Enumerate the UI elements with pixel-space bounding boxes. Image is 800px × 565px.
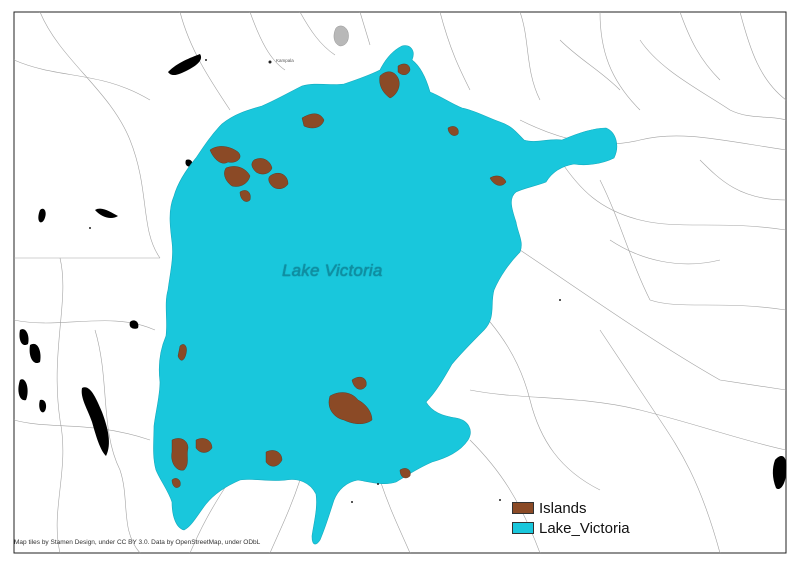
place-markers xyxy=(89,59,561,503)
map-legend: Islands Lake_Victoria xyxy=(512,498,630,538)
legend-item-islands: Islands xyxy=(512,498,630,518)
admin-boundaries xyxy=(13,11,787,554)
islands-swatch xyxy=(512,502,534,514)
legend-label-islands: Islands xyxy=(539,499,587,517)
islands xyxy=(171,63,507,488)
legend-item-lake: Lake_Victoria xyxy=(512,518,630,538)
kampala-urban-area xyxy=(333,25,349,47)
lake-swatch xyxy=(512,522,534,534)
legend-label-lake: Lake_Victoria xyxy=(539,519,630,537)
map-attribution: Map tiles by Stamen Design, under CC BY … xyxy=(14,539,261,546)
lake-label: Lake Victoria xyxy=(282,261,383,280)
city-label-kampala: Kampala xyxy=(276,58,294,63)
